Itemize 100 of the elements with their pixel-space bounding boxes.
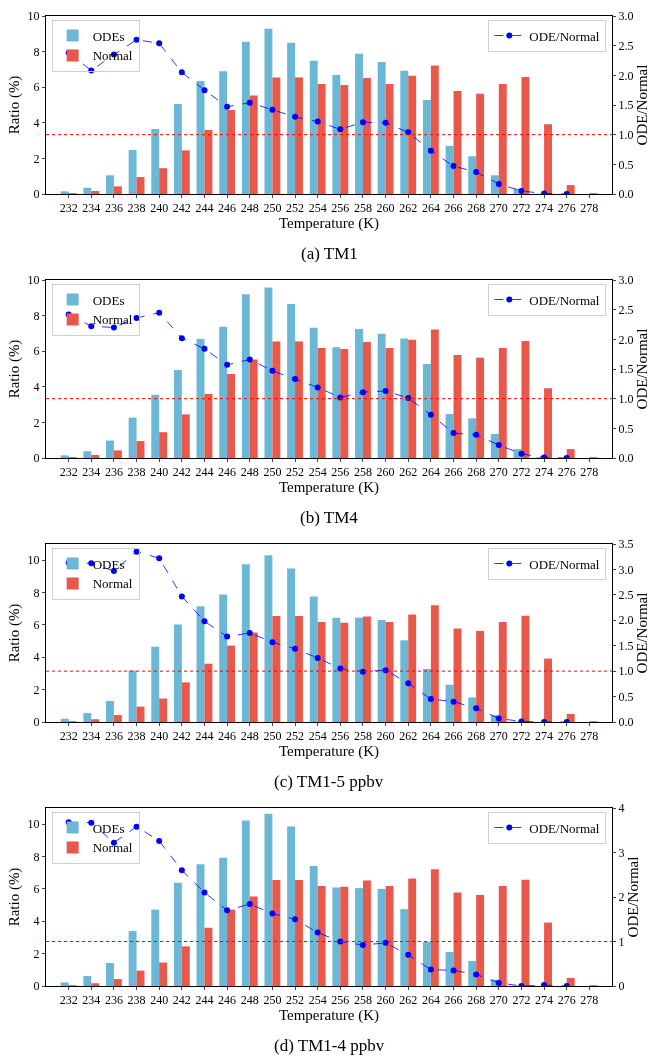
x-tick-label: 246 — [218, 465, 237, 480]
y-tick-label: 8 — [33, 44, 40, 59]
y-tick-label: 2 — [33, 151, 40, 166]
y2-tick-label: 0.5 — [618, 157, 634, 172]
x-tick-label: 254 — [308, 729, 327, 744]
y-tick-label: 2 — [33, 415, 40, 430]
x-tick-label: 248 — [240, 465, 259, 480]
y2-tick-label: 3.0 — [618, 273, 634, 288]
y2-tick-label: 2.5 — [618, 302, 634, 317]
x-tick-label: 276 — [557, 729, 576, 744]
y2-tick-label: 3.0 — [618, 562, 634, 577]
x-tick-label: 242 — [172, 465, 191, 480]
x-tick-label: 238 — [127, 993, 146, 1008]
x-tick-label: 268 — [467, 993, 486, 1008]
x-tick-label: 276 — [557, 465, 576, 480]
x-tick-label: 266 — [444, 993, 463, 1008]
y2-tick-label: 2.0 — [618, 613, 634, 628]
y-tick-label: 4 — [33, 914, 40, 929]
text: (b) TM4 — [300, 508, 359, 527]
y2-tick-label: 0 — [618, 979, 625, 994]
x-tick-label: 244 — [195, 201, 214, 216]
x-tick-label: 268 — [467, 465, 486, 480]
x-tick-label: 262 — [399, 465, 418, 480]
x-tick-label: 264 — [421, 993, 440, 1008]
y-tick-label: 6 — [33, 882, 40, 897]
x-tick-label: 262 — [399, 729, 418, 744]
x-tick-label: 264 — [421, 729, 440, 744]
y-tick-label: 4 — [33, 380, 40, 394]
x-tick-label: 244 — [195, 729, 214, 744]
legend-label: Normal — [92, 312, 133, 328]
x-tick-label: 250 — [263, 201, 282, 216]
y2-tick-label: 4 — [618, 801, 625, 816]
y2-axis-title: ODE/Normal — [625, 856, 642, 938]
y-tick-label: 2 — [33, 682, 40, 697]
y2-tick-label: 1.0 — [618, 391, 634, 406]
x-tick-label: 258 — [353, 201, 372, 216]
y2-tick-label: 0.0 — [618, 715, 634, 730]
legend-label: ODE/Normal — [529, 292, 600, 308]
x-tick-label: 270 — [489, 465, 508, 480]
x-tick-label: 238 — [127, 465, 146, 480]
x-tick-label: 234 — [82, 729, 101, 744]
legend-label: Normal — [92, 840, 133, 856]
text: (a) TM1 — [301, 244, 358, 263]
x-tick-label: 248 — [240, 993, 259, 1008]
x-tick-label: 260 — [376, 465, 395, 480]
y2-tick-label: 2.5 — [618, 38, 634, 53]
y-tick-label: 10 — [27, 9, 40, 24]
x-axis-title: Temperature (K) — [278, 743, 380, 761]
x-tick-label: 250 — [263, 729, 282, 744]
x-tick-label: 246 — [218, 729, 237, 744]
y2-axis-title: ODE/Normal — [634, 328, 651, 410]
x-tick-label: 242 — [172, 729, 191, 744]
x-tick-label: 276 — [557, 993, 576, 1008]
y-tick-label: 2 — [33, 946, 40, 961]
x-tick-label: 240 — [150, 201, 169, 216]
y-tick-label: 0 — [33, 715, 40, 730]
x-tick-label: 246 — [218, 993, 237, 1008]
x-tick-label: 236 — [104, 201, 123, 216]
y-tick-label: 4 — [33, 116, 40, 130]
x-tick-label: 236 — [104, 465, 123, 480]
y-axis-title: Ratio (%) — [5, 75, 23, 135]
y-tick-label: 8 — [33, 308, 40, 323]
x-tick-label: 266 — [444, 729, 463, 744]
x-tick-label: 232 — [59, 465, 78, 480]
x-tick-label: 264 — [421, 201, 440, 216]
y-tick-label: 10 — [27, 817, 40, 832]
y-tick-label: 6 — [33, 618, 40, 633]
x-tick-label: 234 — [82, 993, 101, 1008]
y2-tick-label: 0.0 — [618, 451, 634, 466]
x-tick-label: 252 — [286, 465, 305, 480]
x-tick-label: 232 — [59, 201, 78, 216]
x-tick-label: 278 — [580, 993, 599, 1008]
text: (c) TM1-5 ppbv — [274, 772, 384, 791]
x-tick-label: 252 — [286, 993, 305, 1008]
x-tick-label: 244 — [195, 993, 214, 1008]
x-tick-label: 252 — [286, 201, 305, 216]
x-tick-label: 238 — [127, 201, 146, 216]
y2-tick-label: 2.0 — [618, 332, 634, 347]
y-tick-label: 6 — [33, 80, 40, 95]
x-tick-label: 254 — [308, 465, 327, 480]
legend-label: ODEs — [92, 820, 125, 836]
y-tick-label: 6 — [33, 344, 40, 359]
y2-tick-label: 0.5 — [618, 689, 634, 704]
x-tick-label: 264 — [421, 465, 440, 480]
x-tick-label: 260 — [376, 993, 395, 1008]
x-tick-label: 274 — [535, 729, 554, 744]
x-tick-label: 238 — [127, 729, 146, 744]
y-tick-label: 10 — [27, 273, 40, 288]
legend-label: ODEs — [92, 28, 125, 44]
x-tick-label: 276 — [557, 201, 576, 216]
x-tick-label: 272 — [512, 201, 531, 216]
y2-tick-label: 3.5 — [618, 537, 634, 552]
y-tick-label: 0 — [33, 979, 40, 994]
x-tick-label: 234 — [82, 465, 101, 480]
x-tick-label: 236 — [104, 729, 123, 744]
x-tick-label: 250 — [263, 993, 282, 1008]
x-tick-label: 268 — [467, 729, 486, 744]
x-axis-title: Temperature (K) — [278, 215, 380, 233]
x-tick-label: 250 — [263, 465, 282, 480]
x-tick-label: 258 — [353, 465, 372, 480]
